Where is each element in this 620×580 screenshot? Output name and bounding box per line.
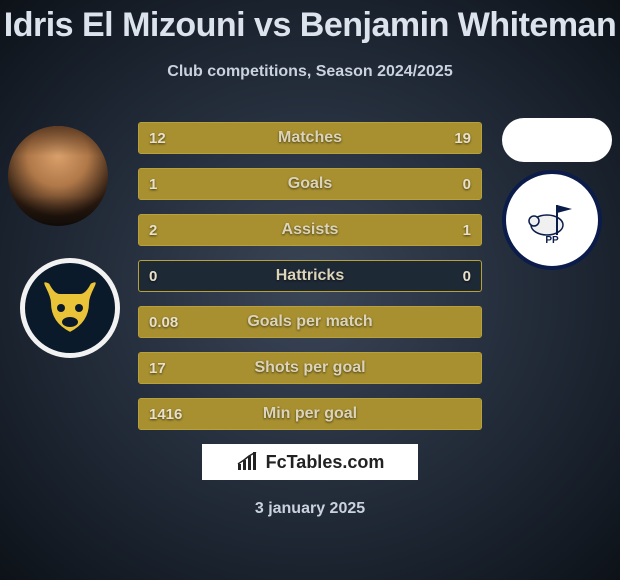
player-right-avatar — [502, 118, 612, 162]
stat-value-right: 0 — [421, 268, 481, 285]
stat-value-right: 0 — [421, 176, 481, 193]
stat-row: 12Matches19 — [138, 122, 482, 154]
stats-container: 12Matches191Goals02Assists10Hattricks00.… — [138, 122, 482, 444]
player-left-avatar — [8, 126, 108, 226]
stat-value-right: 1 — [421, 222, 481, 239]
brand-logo[interactable]: FcTables.com — [202, 444, 418, 480]
stat-row: 1416Min per goal — [138, 398, 482, 430]
footer-date: 3 january 2025 — [0, 500, 620, 518]
stat-value-left: 0.08 — [139, 314, 199, 331]
stat-row: 0Hattricks0 — [138, 260, 482, 292]
chart-icon — [236, 452, 260, 472]
svg-text:PP: PP — [545, 235, 559, 245]
lamb-flag-icon: PP — [522, 195, 582, 245]
page-subtitle: Club competitions, Season 2024/2025 — [0, 63, 620, 81]
stat-row: 2Assists1 — [138, 214, 482, 246]
stat-label: Shots per goal — [199, 359, 421, 377]
page-title: Idris El Mizouni vs Benjamin Whiteman — [0, 0, 620, 45]
stat-value-left: 1 — [139, 176, 199, 193]
stat-label: Min per goal — [199, 405, 421, 423]
stat-value-left: 1416 — [139, 406, 199, 423]
stat-row: 0.08Goals per match — [138, 306, 482, 338]
stat-row: 17Shots per goal — [138, 352, 482, 384]
stat-label: Hattricks — [199, 267, 421, 285]
stat-row: 1Goals0 — [138, 168, 482, 200]
stat-value-right: 19 — [421, 130, 481, 147]
stat-label: Assists — [199, 221, 421, 239]
stat-label: Goals per match — [199, 313, 421, 331]
ox-head-icon — [35, 278, 105, 338]
stat-value-left: 2 — [139, 222, 199, 239]
stat-value-left: 17 — [139, 360, 199, 377]
stat-value-left: 0 — [139, 268, 199, 285]
stat-value-left: 12 — [139, 130, 199, 147]
brand-text: FcTables.com — [266, 452, 385, 473]
club-right-badge: PP — [502, 170, 602, 270]
stat-label: Matches — [199, 129, 421, 147]
club-left-badge — [20, 258, 120, 358]
stat-label: Goals — [199, 175, 421, 193]
